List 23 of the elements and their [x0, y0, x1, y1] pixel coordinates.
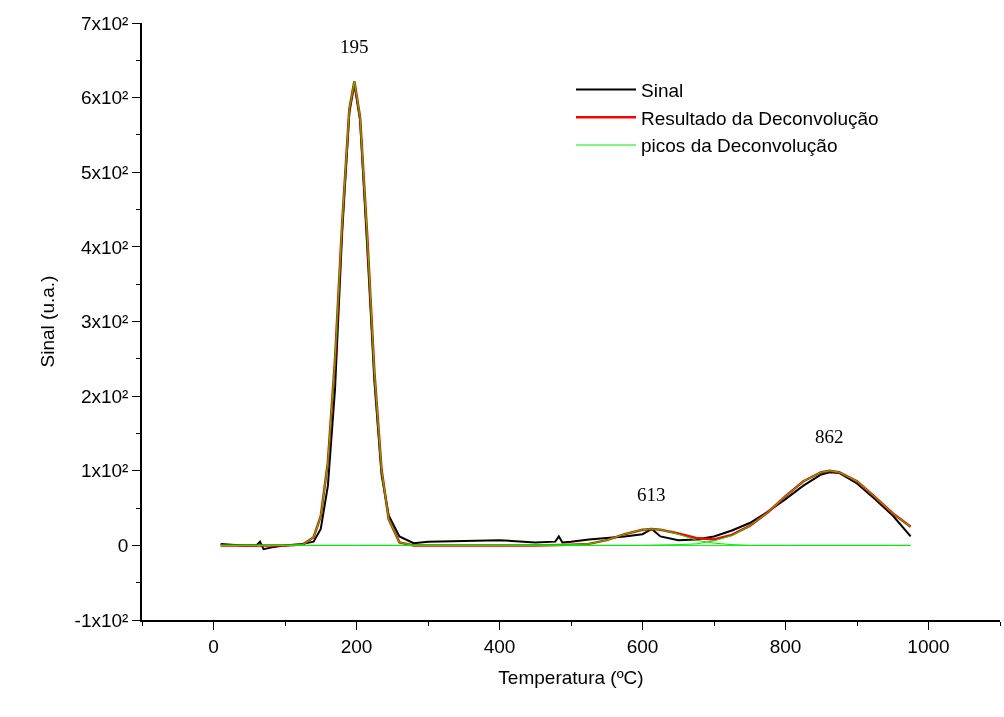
y-tick-label: 0 [117, 535, 129, 557]
x-tick-label: 200 [340, 635, 373, 657]
y-tick-label: 4x10² [80, 236, 129, 258]
x-tick-label: 800 [769, 635, 802, 657]
x-tick-label: 1000 [907, 635, 950, 657]
x-tick-label: 0 [208, 635, 219, 657]
y-tick-label: -1x10² [74, 609, 129, 631]
annotation: 195 [340, 36, 369, 57]
x-axis-title: Temperatura (ºC) [498, 666, 644, 688]
annotation: 862 [815, 426, 844, 447]
legend-label: Resultado da Deconvolução [641, 107, 879, 129]
y-tick-label: 7x10² [80, 12, 129, 34]
y-tick-label: 6x10² [80, 87, 129, 109]
y-tick-label: 5x10² [80, 161, 129, 183]
annotation: 613 [637, 484, 666, 505]
y-axis-title: Sinal (u.a.) [36, 275, 58, 368]
legend-label: picos da Deconvolução [641, 135, 838, 157]
y-tick-label: 3x10² [80, 311, 129, 333]
x-tick-label: 600 [626, 635, 659, 657]
y-tick-label: 1x10² [80, 460, 129, 482]
y-tick-label: 2x10² [80, 385, 129, 407]
x-tick-label: 400 [483, 635, 516, 657]
legend-label: Sinal [641, 80, 684, 102]
